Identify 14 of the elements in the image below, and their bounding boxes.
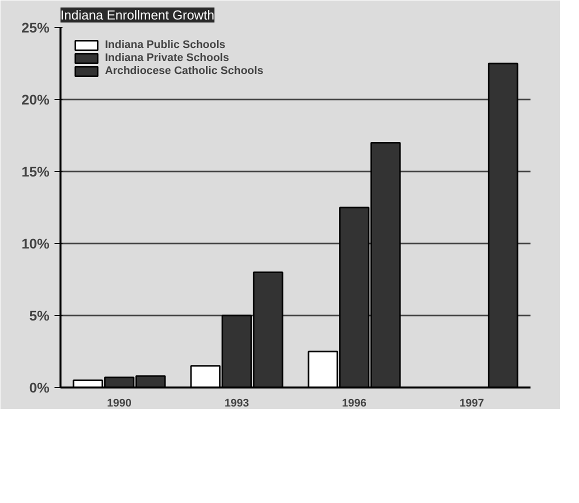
chart-title: Indiana Enrollment Growth (60, 8, 214, 22)
x-tick-label: 1993 (224, 398, 249, 410)
y-tick-label: 20% (21, 92, 50, 108)
legend-label: Indiana Public Schools (105, 39, 226, 51)
y-tick-label: 25% (21, 20, 50, 36)
legend-label: Indiana Private Schools (105, 52, 230, 64)
y-tick-label: 15% (21, 164, 50, 180)
x-tick-label: 1990 (107, 398, 132, 410)
y-tick-label: 5% (29, 308, 50, 324)
legend-label: Archdiocese Catholic Schools (105, 65, 264, 77)
y-tick-label: 10% (21, 236, 50, 252)
y-tick-label: 0% (29, 380, 50, 396)
x-tick-label: 1997 (460, 398, 484, 410)
x-tick-label: 1996 (342, 398, 366, 410)
